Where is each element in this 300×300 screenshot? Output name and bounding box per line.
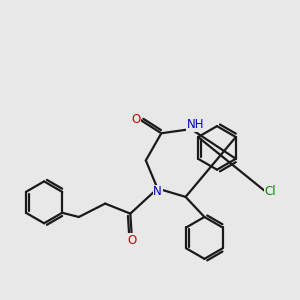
Text: O: O — [132, 113, 141, 126]
Text: NH: NH — [187, 118, 204, 131]
Text: O: O — [128, 233, 136, 247]
Text: Cl: Cl — [264, 185, 276, 198]
Text: N: N — [153, 185, 162, 198]
